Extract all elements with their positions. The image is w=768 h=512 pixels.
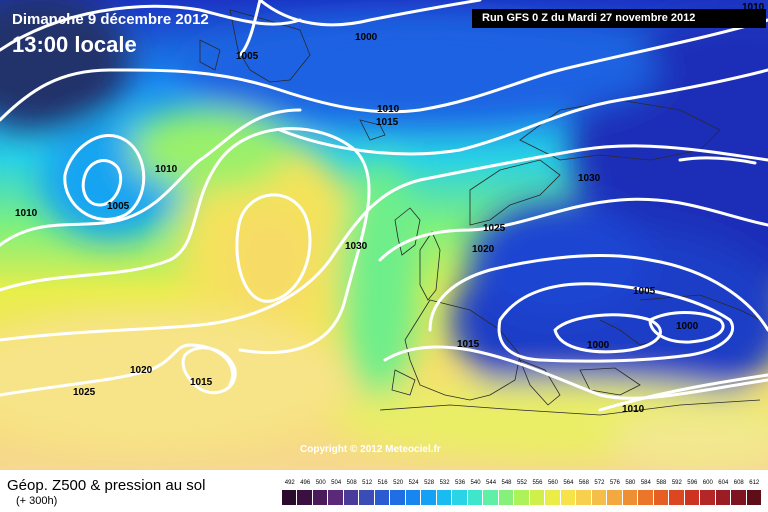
forecast-map: 1000 1005 1010 1010 1015 1010 1005 1010 … xyxy=(0,0,768,470)
scale-swatch xyxy=(746,490,763,505)
scale-label: 500 xyxy=(315,480,326,486)
scale-label: 576 xyxy=(609,480,620,486)
scale-swatch xyxy=(452,490,468,505)
scale-swatch xyxy=(343,490,360,505)
isobar-label-1010-northeast: 1010 xyxy=(742,2,765,13)
isobar-label-1005-greenland: 1005 xyxy=(236,51,259,62)
scale-label: 588 xyxy=(656,480,667,486)
isobar-label-1000-east: 1000 xyxy=(676,321,699,332)
isobar-label-1020-europe: 1020 xyxy=(472,244,495,255)
scale-label: 532 xyxy=(439,480,450,486)
scale-swatch xyxy=(576,490,592,505)
color-scale xyxy=(282,490,763,505)
isobar-label-1030-high: 1030 xyxy=(345,241,368,252)
scale-swatch xyxy=(421,490,437,505)
parameter-title: Géop. Z500 & pression au sol xyxy=(7,477,206,494)
scale-swatch xyxy=(297,490,313,505)
isobar-label-1015-mediterranean: 1015 xyxy=(457,339,480,350)
isobar-label-1000-north: 1000 xyxy=(355,32,378,43)
scale-label: 608 xyxy=(733,480,744,486)
coastlines xyxy=(199,9,761,416)
scale-label: 600 xyxy=(702,480,713,486)
isobar-label-1030-scandinavia: 1030 xyxy=(578,173,601,184)
scale-swatch xyxy=(514,490,530,505)
scale-swatch xyxy=(545,490,561,505)
scale-label: 552 xyxy=(516,480,527,486)
isobar-label-1010-southeast: 1010 xyxy=(622,404,645,415)
color-scale-labels: 492 496 500 504 508 512 516 520 524 528 532 536 540 5… xyxy=(282,480,762,490)
scale-swatch xyxy=(607,490,623,505)
scale-swatch xyxy=(467,490,484,505)
scale-label: 540 xyxy=(470,480,481,486)
scale-swatch xyxy=(498,490,515,505)
scale-label: 524 xyxy=(408,480,419,486)
scale-swatch xyxy=(359,490,375,505)
model-run-banner: Run GFS 0 Z du Mardi 27 novembre 2012 xyxy=(472,9,766,28)
scale-swatch xyxy=(653,490,670,505)
scale-label: 536 xyxy=(455,480,466,486)
scale-swatch xyxy=(529,490,546,505)
scale-swatch xyxy=(715,490,732,505)
scale-label: 584 xyxy=(640,480,651,486)
scale-label: 592 xyxy=(671,480,682,486)
scale-label: 604 xyxy=(718,480,729,486)
isobars xyxy=(0,0,768,410)
scale-label: 512 xyxy=(362,480,373,486)
scale-label: 568 xyxy=(578,480,589,486)
isobar-label-1010-far-west: 1010 xyxy=(15,208,38,219)
scale-swatch xyxy=(560,490,577,505)
scale-swatch xyxy=(700,490,716,505)
isobar-label-1005-low: 1005 xyxy=(107,201,130,212)
scale-label: 528 xyxy=(424,480,435,486)
scale-swatch xyxy=(282,490,298,505)
forecast-time: 13:00 locale xyxy=(12,32,137,57)
isobar-label-1005-east: 1005 xyxy=(633,286,656,297)
isobar-label-1000-central: 1000 xyxy=(587,340,610,351)
scale-label: 596 xyxy=(687,480,698,486)
isobar-label-1025-europe: 1025 xyxy=(483,223,506,234)
copyright-notice: Copyright © 2012 Meteociel.fr xyxy=(300,444,441,455)
scale-label: 492 xyxy=(284,480,295,486)
isobar-label-1010-west: 1010 xyxy=(155,164,178,175)
scale-swatch xyxy=(405,490,422,505)
scale-swatch xyxy=(436,490,453,505)
scale-swatch xyxy=(731,490,747,505)
isobar-label-1015-north-atlantic: 1015 xyxy=(376,117,399,128)
scale-label: 516 xyxy=(377,480,388,486)
isobar-label-1020-south: 1020 xyxy=(130,365,153,376)
scale-label: 548 xyxy=(501,480,512,486)
scale-label: 560 xyxy=(547,480,558,486)
scale-label: 556 xyxy=(532,480,543,486)
scale-swatch xyxy=(638,490,654,505)
scale-label: 496 xyxy=(300,480,311,486)
isobar-label-1010-north-atlantic: 1010 xyxy=(377,104,400,115)
forecast-hour: (+ 300h) xyxy=(16,495,58,507)
scale-label: 564 xyxy=(563,480,574,486)
scale-label: 508 xyxy=(346,480,357,486)
scale-swatch xyxy=(591,490,608,505)
isobar-label-1015-south: 1015 xyxy=(190,377,213,388)
scale-swatch xyxy=(483,490,499,505)
forecast-date: Dimanche 9 décembre 2012 xyxy=(12,11,209,28)
scale-swatch xyxy=(684,490,701,505)
scale-label: 580 xyxy=(625,480,636,486)
scale-label: 544 xyxy=(486,480,497,486)
isobar-label-1025-southwest: 1025 xyxy=(73,387,96,398)
scale-label: 520 xyxy=(393,480,404,486)
scale-swatch xyxy=(312,490,329,505)
scale-swatch xyxy=(374,490,391,505)
scale-swatch xyxy=(390,490,406,505)
scale-swatch xyxy=(669,490,685,505)
scale-label: 504 xyxy=(331,480,342,486)
scale-label: 612 xyxy=(749,480,760,486)
scale-label: 572 xyxy=(594,480,605,486)
scale-swatch xyxy=(622,490,639,505)
scale-swatch xyxy=(328,490,344,505)
isobar-labels: 1000 1005 1010 1010 1015 1010 1005 1010 … xyxy=(15,2,765,415)
